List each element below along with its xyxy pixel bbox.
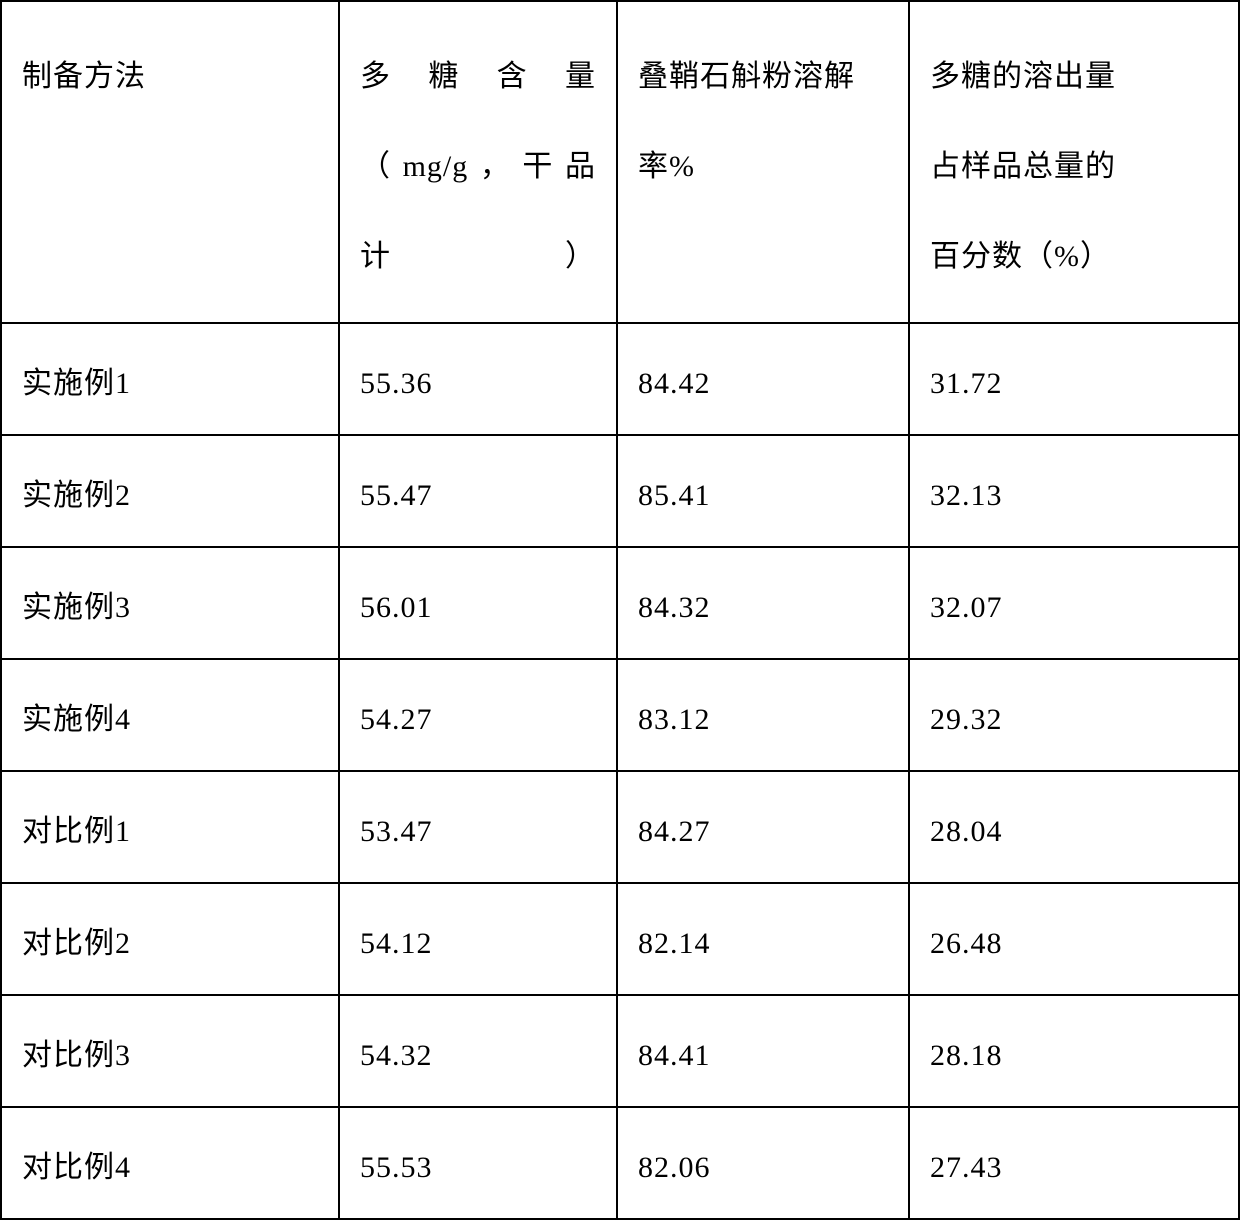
cell-polysaccharide: 54.12 xyxy=(340,884,616,994)
cell-method: 实施例1 xyxy=(2,324,338,434)
cell-polysaccharide: 54.27 xyxy=(340,660,616,770)
table-row: 实施例2 55.47 85.41 32.13 xyxy=(1,435,1239,547)
cell-polysaccharide: 56.01 xyxy=(340,548,616,658)
cell-method: 实施例4 xyxy=(2,660,338,770)
col-header-polysaccharide: 多 糖 含 量 （mg/g，干品 计） xyxy=(339,1,617,323)
cell-polysaccharide: 55.53 xyxy=(340,1108,616,1218)
data-table: 制备方法 多 糖 含 量 （mg/g，干品 计） 叠鞘石斛粉溶解 率% 多糖的溶… xyxy=(0,0,1240,1220)
col-header-dissolution: 叠鞘石斛粉溶解 率% xyxy=(617,1,909,323)
cell-dissolution: 85.41 xyxy=(618,436,908,546)
cell-polysaccharide: 55.47 xyxy=(340,436,616,546)
table-row: 对比例1 53.47 84.27 28.04 xyxy=(1,771,1239,883)
cell-dissolution: 84.42 xyxy=(618,324,908,434)
cell-percent: 28.04 xyxy=(910,772,1238,882)
cell-method: 对比例2 xyxy=(2,884,338,994)
cell-polysaccharide: 53.47 xyxy=(340,772,616,882)
table-body: 实施例1 55.36 84.42 31.72 实施例2 55.47 85.41 … xyxy=(1,323,1239,1219)
header-text: 百分数（%） xyxy=(930,240,1111,273)
table-row: 实施例3 56.01 84.32 32.07 xyxy=(1,547,1239,659)
col-header-method: 制备方法 xyxy=(1,1,339,323)
cell-percent: 31.72 xyxy=(910,324,1238,434)
cell-percent: 27.43 xyxy=(910,1108,1238,1218)
header-text: （mg/g，干品 xyxy=(360,150,596,183)
header-text: 叠鞘石斛粉溶解 xyxy=(638,60,855,93)
cell-polysaccharide: 55.36 xyxy=(340,324,616,434)
table-row: 对比例4 55.53 82.06 27.43 xyxy=(1,1107,1239,1219)
cell-percent: 32.07 xyxy=(910,548,1238,658)
table-header-row: 制备方法 多 糖 含 量 （mg/g，干品 计） 叠鞘石斛粉溶解 率% 多糖的溶… xyxy=(1,1,1239,323)
cell-method: 实施例2 xyxy=(2,436,338,546)
header-text: 计） xyxy=(360,240,596,273)
cell-percent: 29.32 xyxy=(910,660,1238,770)
cell-method: 对比例1 xyxy=(2,772,338,882)
table-row: 对比例2 54.12 82.14 26.48 xyxy=(1,883,1239,995)
cell-dissolution: 84.32 xyxy=(618,548,908,658)
cell-dissolution: 82.14 xyxy=(618,884,908,994)
col-header-percent: 多糖的溶出量 占样品总量的 百分数（%） xyxy=(909,1,1239,323)
table-row: 实施例4 54.27 83.12 29.32 xyxy=(1,659,1239,771)
cell-method: 对比例4 xyxy=(2,1108,338,1218)
cell-dissolution: 84.27 xyxy=(618,772,908,882)
header-text: 制备方法 xyxy=(22,60,146,93)
table-row: 实施例1 55.36 84.42 31.72 xyxy=(1,323,1239,435)
cell-method: 实施例3 xyxy=(2,548,338,658)
cell-percent: 32.13 xyxy=(910,436,1238,546)
header-text: 率% xyxy=(638,150,695,183)
cell-dissolution: 82.06 xyxy=(618,1108,908,1218)
table-row: 对比例3 54.32 84.41 28.18 xyxy=(1,995,1239,1107)
cell-dissolution: 83.12 xyxy=(618,660,908,770)
header-text: 占样品总量的 xyxy=(930,150,1116,183)
header-text: 多糖的溶出量 xyxy=(930,60,1116,93)
cell-percent: 26.48 xyxy=(910,884,1238,994)
header-text: 多 糖 含 量 xyxy=(360,60,596,93)
